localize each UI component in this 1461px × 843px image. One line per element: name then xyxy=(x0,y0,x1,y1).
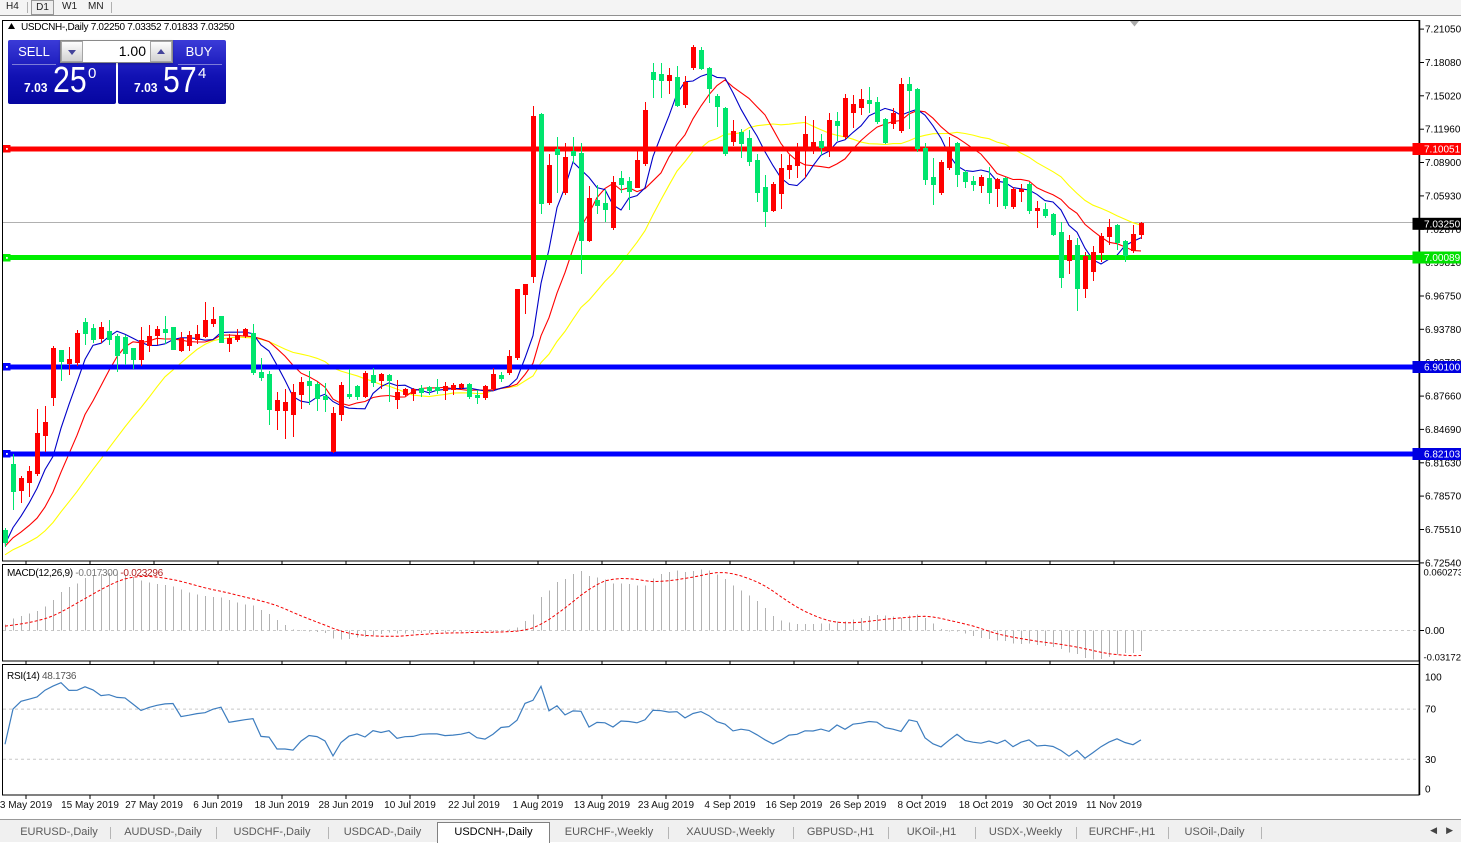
svg-text:3 May 2019: 3 May 2019 xyxy=(0,800,53,811)
svg-text:7.21050: 7.21050 xyxy=(1425,25,1461,36)
svg-text:30: 30 xyxy=(1425,755,1437,766)
svg-text:-0.031725: -0.031725 xyxy=(1424,653,1461,664)
svg-text:6.78570: 6.78570 xyxy=(1425,492,1461,503)
svg-text:6 Jun 2019: 6 Jun 2019 xyxy=(193,800,243,811)
svg-text:6.90100: 6.90100 xyxy=(1424,363,1461,374)
svg-text:USDCNH-,Daily 7.02250 7.03352: USDCNH-,Daily 7.02250 7.03352 7.01833 7.… xyxy=(21,22,235,33)
svg-text:10 Jul 2019: 10 Jul 2019 xyxy=(384,800,436,811)
svg-text:22 Jul 2019: 22 Jul 2019 xyxy=(448,800,500,811)
svg-text:15 May 2019: 15 May 2019 xyxy=(61,800,119,811)
svg-text:26 Sep 2019: 26 Sep 2019 xyxy=(830,800,887,811)
svg-text:7.00089: 7.00089 xyxy=(1424,253,1461,264)
svg-text:6.84690: 6.84690 xyxy=(1425,425,1461,436)
svg-text:7.10051: 7.10051 xyxy=(1424,145,1461,156)
svg-text:16 Sep 2019: 16 Sep 2019 xyxy=(766,800,823,811)
svg-text:18 Oct 2019: 18 Oct 2019 xyxy=(959,800,1014,811)
svg-text:7.15020: 7.15020 xyxy=(1425,91,1461,102)
svg-text:11 Nov 2019: 11 Nov 2019 xyxy=(1086,800,1142,811)
svg-text:6.87660: 6.87660 xyxy=(1425,392,1461,403)
svg-text:23 Aug 2019: 23 Aug 2019 xyxy=(638,800,695,811)
svg-text:0.00: 0.00 xyxy=(1425,626,1445,637)
svg-text:100: 100 xyxy=(1425,673,1442,684)
svg-text:8 Oct 2019: 8 Oct 2019 xyxy=(898,800,947,811)
svg-text:13 Aug 2019: 13 Aug 2019 xyxy=(574,800,631,811)
svg-text:6.75510: 6.75510 xyxy=(1425,525,1461,536)
svg-text:4 Sep 2019: 4 Sep 2019 xyxy=(704,800,756,811)
svg-text:18 Jun 2019: 18 Jun 2019 xyxy=(254,800,309,811)
svg-text:6.82103: 6.82103 xyxy=(1424,450,1461,461)
svg-text:7.05930: 7.05930 xyxy=(1425,191,1461,202)
svg-text:7.18080: 7.18080 xyxy=(1425,58,1461,69)
svg-text:6.93780: 6.93780 xyxy=(1425,325,1461,336)
svg-text:1 Aug 2019: 1 Aug 2019 xyxy=(513,800,564,811)
svg-text:7.03250: 7.03250 xyxy=(1424,219,1461,230)
svg-text:7.08900: 7.08900 xyxy=(1425,158,1461,169)
svg-text:6.96750: 6.96750 xyxy=(1425,292,1461,303)
svg-text:7.11960: 7.11960 xyxy=(1425,125,1461,136)
svg-text:RSI(14) 48.1736: RSI(14) 48.1736 xyxy=(7,671,77,682)
svg-text:70: 70 xyxy=(1425,705,1437,716)
svg-text:MACD(12,26,9) -0.017300 -0.023: MACD(12,26,9) -0.017300 -0.023296 xyxy=(7,568,164,579)
svg-text:28 Jun 2019: 28 Jun 2019 xyxy=(318,800,373,811)
svg-text:30 Oct 2019: 30 Oct 2019 xyxy=(1023,800,1078,811)
svg-text:0: 0 xyxy=(1425,785,1431,796)
svg-text:0.060273: 0.060273 xyxy=(1424,568,1461,579)
svg-text:27 May 2019: 27 May 2019 xyxy=(125,800,183,811)
